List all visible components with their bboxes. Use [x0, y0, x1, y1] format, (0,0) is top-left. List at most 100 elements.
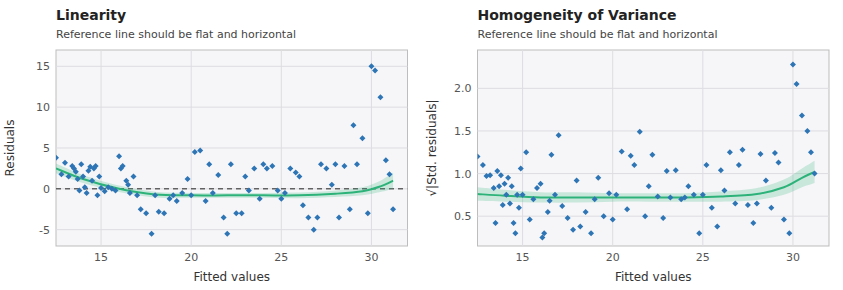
point [739, 147, 745, 153]
grid-line [56, 229, 408, 230]
point [714, 223, 720, 229]
point [577, 223, 583, 229]
point [365, 210, 371, 216]
point [179, 190, 185, 196]
point [383, 157, 389, 163]
panel: 152025300.51.01.52.0Homogeneity of Varia… [425, 7, 830, 284]
point [498, 172, 504, 178]
point [188, 192, 194, 198]
point [631, 162, 637, 168]
y-axis-label: Residuals [3, 120, 17, 177]
point [170, 192, 176, 198]
point [341, 163, 347, 169]
point [808, 149, 814, 155]
point [727, 149, 733, 155]
point [149, 231, 155, 237]
point [94, 192, 100, 198]
point [161, 210, 167, 216]
point [574, 177, 580, 183]
point [127, 190, 133, 196]
point [664, 168, 670, 174]
point [624, 206, 630, 212]
plot-frame [56, 50, 408, 246]
point [336, 214, 342, 220]
point [116, 153, 122, 159]
point [221, 214, 227, 220]
point [794, 81, 800, 87]
point [534, 185, 540, 191]
point [323, 165, 329, 171]
point [601, 213, 607, 219]
point [628, 153, 634, 159]
point [210, 190, 216, 196]
point [804, 128, 810, 134]
point [372, 67, 378, 73]
panel: 15202530-5051015LinearityReference line … [3, 7, 408, 284]
smooth-line [56, 168, 393, 195]
point [530, 196, 536, 202]
grid-line [478, 216, 830, 217]
point [125, 182, 131, 188]
x-tick-label: 25 [274, 251, 288, 264]
point [721, 188, 727, 194]
point [206, 161, 212, 167]
point [736, 162, 742, 168]
point [478, 154, 481, 160]
point [311, 227, 317, 233]
point [377, 94, 383, 100]
x-tick-label: 20 [184, 251, 198, 264]
point [732, 200, 738, 206]
y-tick-label: 2.0 [454, 82, 472, 95]
point [112, 187, 118, 193]
point [496, 183, 502, 189]
point [386, 171, 392, 177]
point [606, 190, 612, 196]
point [505, 175, 511, 181]
point [246, 187, 252, 193]
point [203, 198, 209, 204]
x-axis-label: Fitted values [193, 270, 270, 284]
y-tick-label: 0.5 [454, 210, 472, 223]
grid-line [56, 66, 408, 67]
point [592, 196, 598, 202]
point [518, 165, 524, 171]
point [514, 192, 520, 198]
point [359, 135, 365, 141]
point [772, 150, 778, 156]
point [538, 181, 544, 187]
point [242, 174, 248, 180]
subtitle: Reference line should be flat and horizo… [56, 28, 296, 41]
point [503, 192, 509, 198]
subtitle: Reference line should be flat and horizo… [478, 28, 718, 41]
point [347, 206, 353, 212]
point [96, 174, 102, 180]
title: Homogeneity of Variance [478, 7, 677, 23]
point [368, 63, 374, 69]
point [700, 192, 706, 198]
point [790, 61, 796, 67]
point [138, 206, 144, 212]
point [82, 184, 88, 190]
point [84, 190, 90, 196]
point [552, 192, 558, 198]
point [502, 181, 508, 187]
point [251, 165, 257, 171]
plot-frame [478, 50, 830, 246]
point [332, 161, 338, 167]
y-tick-label: 1.0 [454, 168, 472, 181]
point [329, 182, 335, 188]
grid-line [478, 173, 830, 174]
point [89, 178, 95, 184]
point [637, 129, 643, 135]
point [812, 171, 818, 177]
point [134, 192, 140, 198]
point [305, 214, 311, 220]
point [763, 177, 769, 183]
point [541, 230, 547, 236]
point [314, 214, 320, 220]
point [390, 206, 396, 212]
point [682, 194, 688, 200]
point [619, 148, 625, 154]
point [264, 165, 270, 171]
point [786, 230, 792, 236]
